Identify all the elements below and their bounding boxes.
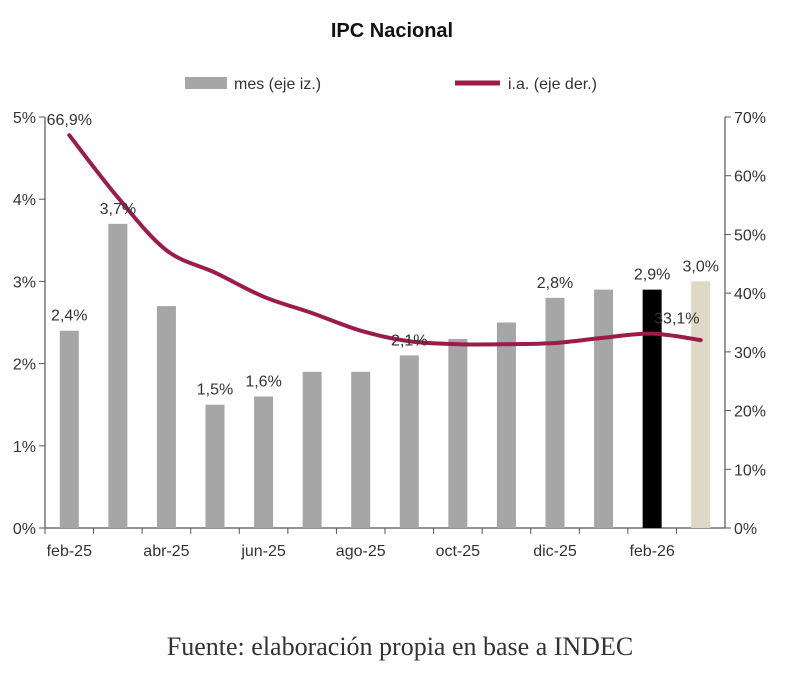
bar-nov-25: [496, 322, 516, 528]
left-tick-label: 5%: [13, 110, 36, 127]
bar-abr-25: [156, 306, 176, 528]
data-label: 2,8%: [537, 275, 573, 292]
ipc-chart: IPC Nacional mes (eje iz.) i.a. (eje der…: [13, 20, 766, 560]
chart-title: IPC Nacional: [331, 20, 453, 42]
bar-mar-25: [108, 223, 128, 529]
legend-label-ia: i.a. (eje der.): [508, 76, 597, 93]
left-tick-label: 1%: [13, 439, 36, 456]
axes: 0% 1% 2% 3% 4% 5% 0% 10% 20% 30% 40% 50% 60% 70% feb-2…: [13, 110, 766, 560]
data-label: 3,0%: [682, 258, 718, 275]
data-label: 66,9%: [47, 112, 92, 129]
right-tick-label: 60%: [734, 169, 766, 186]
x-tick-label: jun-25: [240, 543, 286, 560]
bar-ene-26: [594, 289, 614, 528]
bar-dic-25: [545, 297, 565, 528]
x-tick-label: abr-25: [143, 543, 189, 560]
bar-mar-26: [691, 281, 711, 528]
right-tick-label: 30%: [734, 345, 766, 362]
left-tick-label: 4%: [13, 192, 36, 209]
ia-line-path: [67, 133, 703, 347]
data-label: 1,6%: [245, 373, 281, 390]
data-label: 1,5%: [197, 382, 233, 399]
bar-jul-25: [302, 371, 322, 528]
left-tick-label: 3%: [13, 274, 36, 291]
bar-oct-25: [448, 338, 468, 528]
data-label: 2,4%: [51, 308, 87, 325]
right-tick-label: 20%: [734, 404, 766, 421]
bar-sep-25: [399, 355, 419, 528]
data-labels: 66,9% 2,4% 3,7% 1,5% 1,6% 2,1% 2,8% 2,9% 3,0% 33,…: [47, 112, 719, 398]
ia-line: [67, 133, 703, 347]
data-label: 2,9%: [634, 267, 670, 284]
bars: [59, 223, 711, 529]
left-tick-label: 2%: [13, 357, 36, 374]
right-tick-label: 50%: [734, 227, 766, 244]
x-tick-label: dic-25: [533, 543, 577, 560]
right-tick-label: 40%: [734, 286, 766, 303]
bar-feb-26: [642, 289, 662, 528]
right-tick-label: 0%: [734, 521, 757, 538]
x-tick-label: oct-25: [436, 543, 481, 560]
data-label: 2,1%: [391, 332, 427, 349]
bar-may-25: [205, 404, 225, 528]
data-label: 33,1%: [654, 311, 699, 328]
bar-jun-25: [254, 396, 274, 528]
right-tick-label: 70%: [734, 110, 766, 127]
legend-swatch-mes: [185, 77, 227, 89]
bar-ago-25: [351, 371, 371, 528]
legend-label-mes: mes (eje iz.): [234, 76, 321, 93]
right-tick-label: 10%: [734, 462, 766, 479]
source-note: Fuente: elaboración propia en base a IND…: [166, 632, 634, 661]
left-tick-label: 0%: [13, 521, 36, 538]
data-label: 3,7%: [100, 201, 136, 218]
x-tick-label: ago-25: [336, 543, 386, 560]
x-tick-label: feb-26: [629, 543, 674, 560]
bar-feb-25: [59, 330, 79, 528]
x-tick-label: feb-25: [47, 543, 92, 560]
legend: mes (eje iz.) i.a. (eje der.): [185, 76, 597, 93]
